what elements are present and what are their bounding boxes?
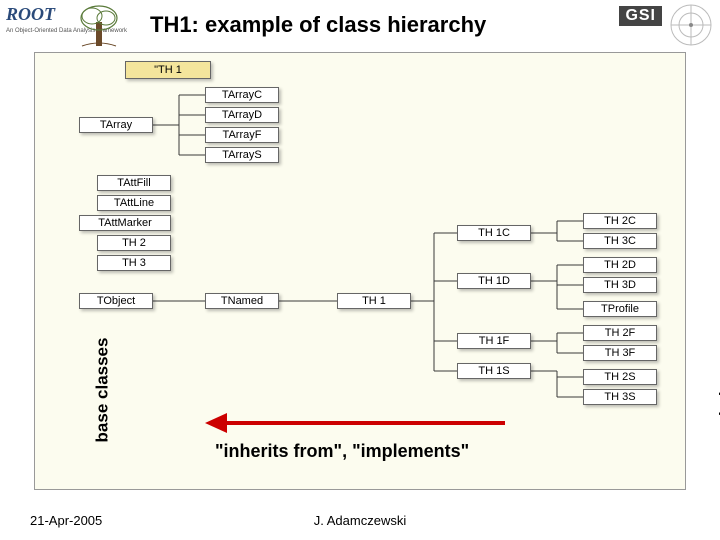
node-th1c: TH 1C — [457, 225, 531, 241]
node-th2s: TH 2S — [583, 369, 657, 385]
root-tree-icon — [72, 4, 128, 48]
base-classes-label: base classes — [92, 338, 112, 443]
arrow-head-icon — [205, 413, 227, 433]
node-th2f: TH 2F — [583, 325, 657, 341]
node-th2c: TH 2C — [583, 213, 657, 229]
node-th1_node: TH 1 — [337, 293, 411, 309]
node-th3s: TH 3S — [583, 389, 657, 405]
subclasses-label: subclasses — [716, 344, 720, 436]
node-tarrayd: TArrayD — [205, 107, 279, 123]
node-th2: TH 2 — [97, 235, 171, 251]
node-th3d: TH 3D — [583, 277, 657, 293]
node-tprofile: TProfile — [583, 301, 657, 317]
inherits-label: "inherits from", "implements" — [215, 441, 469, 462]
node-th1d: TH 1D — [457, 273, 531, 289]
inherits-arrow — [205, 413, 505, 433]
arrow-line — [225, 421, 505, 425]
gsi-circle-icon — [668, 2, 714, 48]
node-th3: TH 3 — [97, 255, 171, 271]
node-tattline: TAttLine — [97, 195, 171, 211]
node-th3c: TH 3C — [583, 233, 657, 249]
node-th1_top: "TH 1 — [125, 61, 211, 79]
node-tarrays: TArrayS — [205, 147, 279, 163]
root-logo-text: ROOT — [6, 4, 55, 25]
node-tattfill: TAttFill — [97, 175, 171, 191]
footer-author: J. Adamczewski — [0, 513, 720, 528]
node-th1f: TH 1F — [457, 333, 531, 349]
node-tnamed: TNamed — [205, 293, 279, 309]
diagram-frame: "inherits from", "implements" "TH 1 TArra… — [34, 52, 686, 490]
node-tattmark: TAttMarker — [79, 215, 171, 231]
page-title: TH1: example of class hierarchy — [150, 12, 486, 38]
node-tarray: TArray — [79, 117, 153, 133]
node-th2d: TH 2D — [583, 257, 657, 273]
node-th1s: TH 1S — [457, 363, 531, 379]
gsi-logo: GSI — [619, 6, 662, 26]
node-tarrayc: TArrayC — [205, 87, 279, 103]
node-tobject: TObject — [79, 293, 153, 309]
node-tarrayf: TArrayF — [205, 127, 279, 143]
node-th3f: TH 3F — [583, 345, 657, 361]
header: ROOT An Object-Oriented Data Analysis Fr… — [0, 0, 720, 50]
